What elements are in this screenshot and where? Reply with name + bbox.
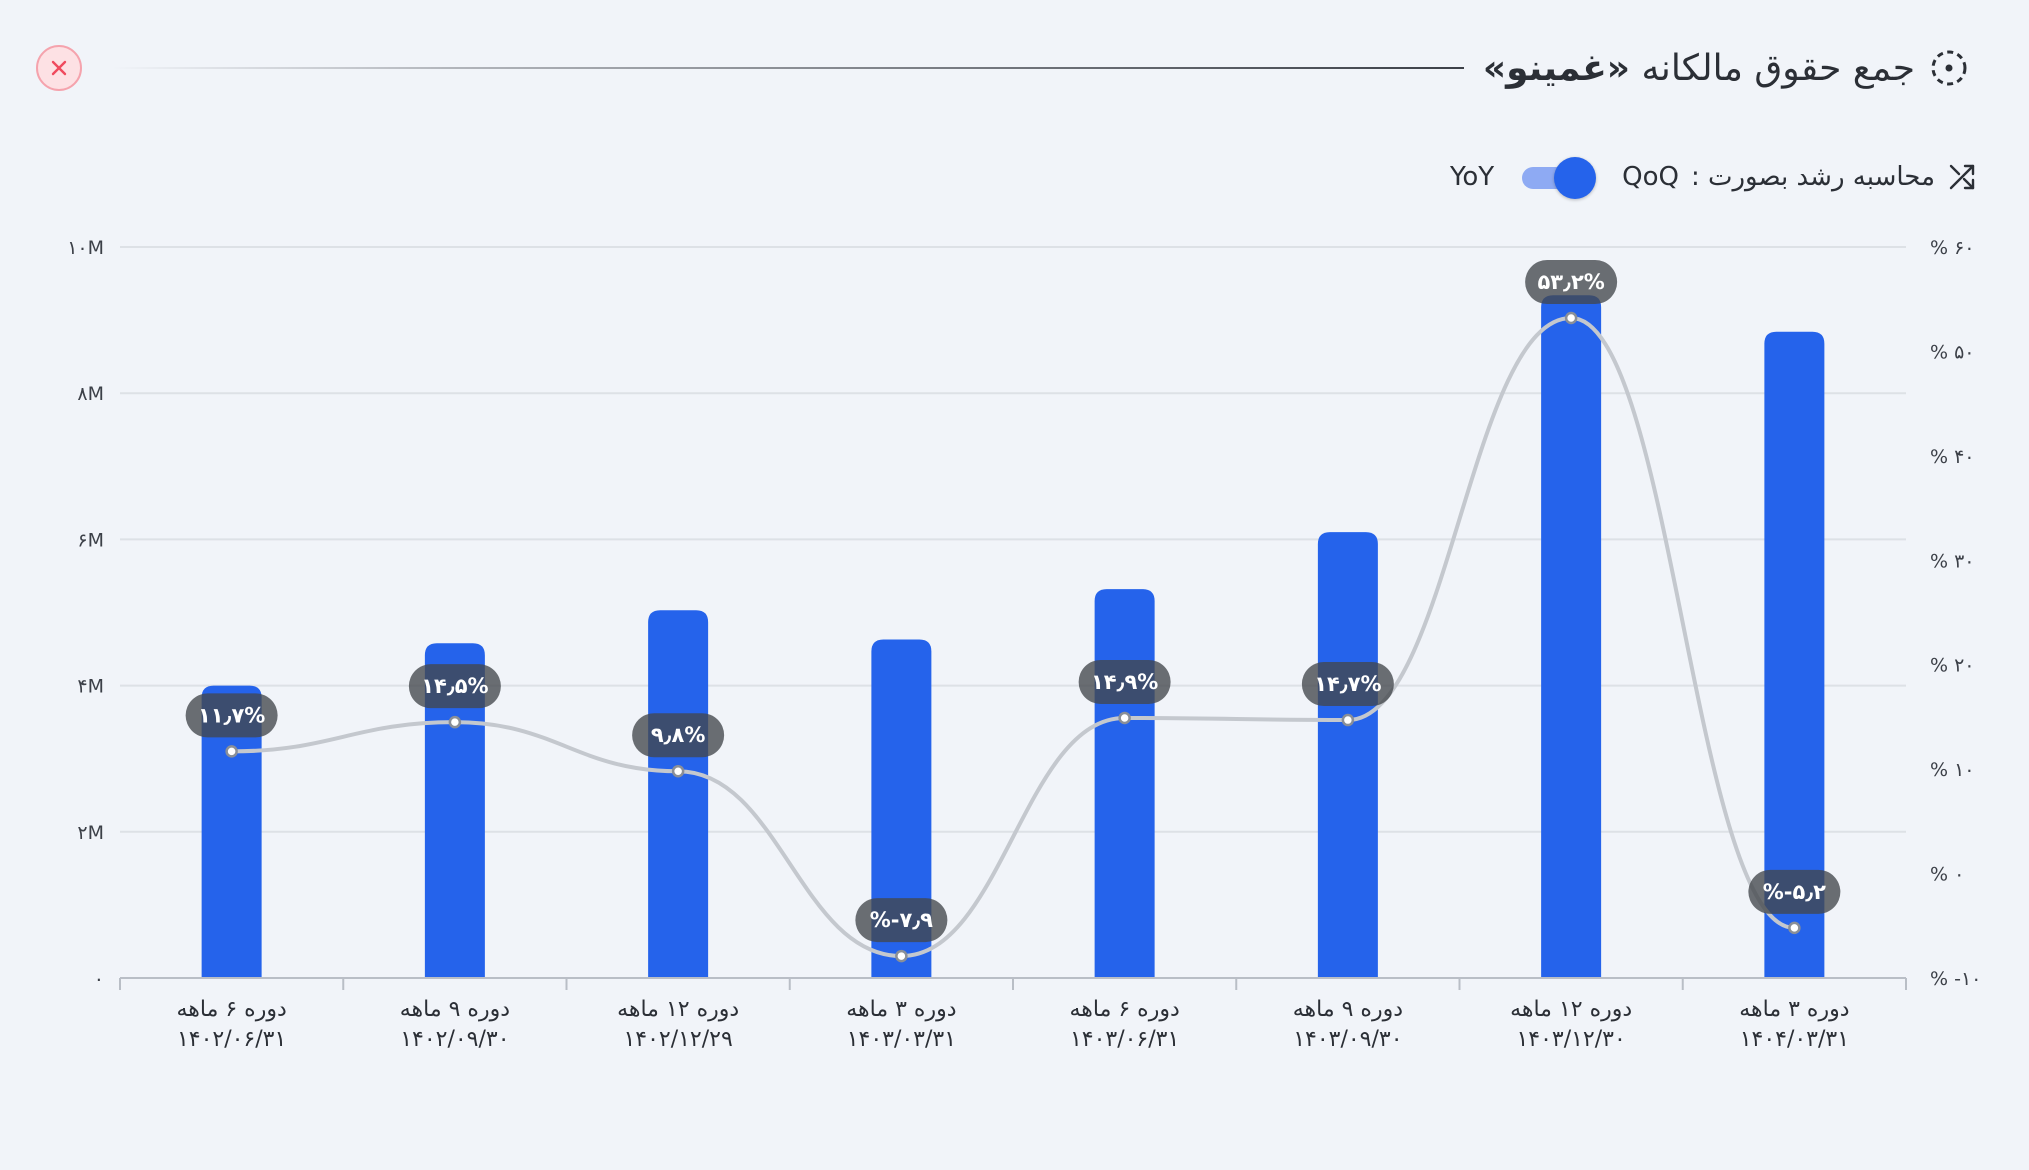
chart-header: جمع حقوق مالکانه «غمینو» محاسبه رشد بصور… [0,0,2029,199]
bar[interactable] [424,643,485,978]
bar[interactable] [1764,331,1825,978]
right-axis-tick-label: % ۱۰ [1930,759,1975,781]
growth-badge [1525,260,1618,305]
growth-badge [632,713,725,758]
toggle-knob[interactable] [1554,157,1597,199]
close-button[interactable] [36,45,82,91]
x-category-date-label: ۱۴۰۲/۱۲/۲۹ [623,1027,732,1052]
right-axis-tick-label: % ۰ [1930,864,1964,886]
dotted-circle-icon [1931,50,1967,86]
page-title: جمع حقوق مالکانه «غمینو» [1483,48,1915,89]
bar[interactable] [871,639,932,978]
growth-badge [185,693,278,738]
company-name: «غمینو» [1482,47,1631,89]
growth-point[interactable] [448,715,462,729]
x-category-date-label: ۱۴۰۲/۰۶/۳۱ [177,1027,286,1052]
bar[interactable] [648,610,709,978]
left-axis-tick-label: ۴M [77,676,104,698]
left-axis-tick-label: ۲M [77,822,104,844]
bar[interactable] [1094,589,1155,978]
growth-badge [855,898,948,943]
growth-point[interactable] [225,745,238,758]
growth-point[interactable] [671,764,685,778]
growth-badge-label: %-۵٫۲ [1763,880,1826,904]
left-axis-tick-label: ۸M [77,383,104,405]
growth-badge [1748,869,1841,914]
close-x-icon [51,60,67,76]
growth-badge-label: ۵۳٫۲% [1537,270,1604,294]
x-category-period-label: دوره ۱۲ ماهه [1510,997,1632,1022]
x-category-period-label: دوره ۱۲ ماهه [617,997,739,1022]
left-axis-tick-label: ۱۰M [67,237,104,259]
growth-badge [408,664,501,709]
growth-mode-label: محاسبه رشد بصورت : [1691,162,1935,192]
chart-title: جمع حقوق مالکانه «غمینو» [1483,42,1969,94]
x-category-period-label: دوره ۹ ماهه [1293,997,1403,1022]
growth-badge [1301,662,1394,707]
bar[interactable] [1317,532,1378,978]
x-category-date-label: ۱۴۰۳/۱۲/۳۰ [1516,1027,1625,1052]
growth-badge-label: %-۷٫۹ [870,908,933,932]
title-divider [112,67,1464,69]
x-category-period-label: دوره ۶ ماهه [1069,997,1179,1022]
x-category-period-label: دوره ۶ ماهه [176,997,286,1022]
growth-badge-label: ۱۱٫۷% [198,703,265,727]
growth-badge [1078,659,1171,704]
growth-point[interactable] [1564,311,1578,325]
growth-point[interactable] [895,949,908,963]
x-category-date-label: ۱۴۰۳/۰۹/۳۰ [1293,1027,1402,1052]
x-category-date-label: ۱۴۰۳/۰۶/۳۱ [1070,1027,1179,1052]
growth-mode-toggle[interactable] [1520,157,1597,199]
growth-badge-label: ۱۴٫۷% [1314,672,1381,696]
bar[interactable] [1541,295,1602,979]
growth-badge-label: ۱۴٫۹% [1091,670,1158,694]
right-axis-tick-label: % ۳۰ [1930,550,1975,572]
growth-badge-label: ۱۴٫۵% [421,674,488,698]
right-axis-tick-label: % ۶۰ [1930,237,1975,259]
growth-badge-label: ۹٫۸% [651,723,706,747]
growth-point[interactable] [1118,711,1131,725]
left-axis-tick-label: ۶M [77,529,104,551]
right-axis-tick-label: % ۲۰ [1930,655,1975,677]
left-axis-tick-label: ۰ [94,968,104,990]
x-category-period-label: دوره ۳ ماهه [846,997,956,1022]
growth-point[interactable] [1341,713,1355,727]
mode-yoy-label[interactable]: YoY [1449,162,1495,192]
x-category-period-label: دوره ۹ ماهه [400,997,510,1022]
growth-mode-control: محاسبه رشد بصورت : QoQ YoY [1450,152,1977,202]
shuffle-arrows-icon [1949,164,1975,190]
growth-line [231,316,1795,959]
bar[interactable] [201,685,262,978]
mode-qoq-label[interactable]: QoQ [1622,162,1679,192]
x-category-date-label: ۱۴۰۳/۰۳/۳۱ [847,1027,956,1052]
x-category-date-label: ۱۴۰۴/۰۳/۳۱ [1740,1027,1849,1052]
title-prefix: جمع حقوق مالکانه [1641,47,1916,89]
right-axis-tick-label: % -۱۰ [1930,968,1981,990]
right-axis-tick-label: % ۴۰ [1930,446,1975,468]
right-axis-tick-label: % ۵۰ [1930,341,1975,363]
x-category-period-label: دوره ۳ ماهه [1739,997,1849,1022]
growth-point[interactable] [1788,921,1801,935]
x-category-date-label: ۱۴۰۲/۰۹/۳۰ [400,1027,509,1052]
